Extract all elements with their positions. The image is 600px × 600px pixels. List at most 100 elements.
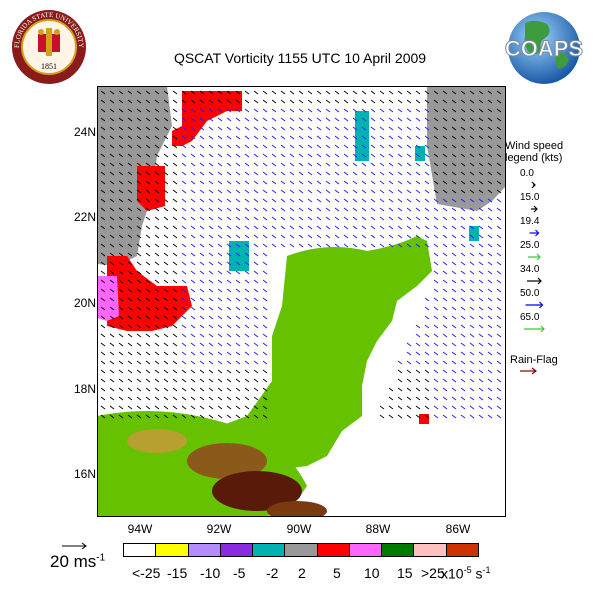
wind-vector	[280, 117, 286, 122]
wind-vector	[127, 405, 133, 410]
wind-vector	[127, 99, 133, 104]
wind-vector	[172, 279, 178, 284]
colorbar-label: 2	[298, 565, 306, 581]
wind-vector	[199, 315, 205, 320]
wind-vector	[208, 405, 214, 410]
wind-vector	[424, 396, 430, 401]
wind-vector	[136, 216, 142, 221]
wind-vector	[181, 189, 187, 194]
wind-vector	[145, 342, 151, 347]
wind-vector	[244, 387, 250, 392]
wind-vector	[343, 243, 349, 248]
wind-vector	[280, 243, 286, 248]
wind-vector	[190, 90, 196, 95]
wind-vector	[190, 234, 196, 239]
wind-vector	[451, 90, 457, 95]
wind-vector	[226, 396, 232, 401]
wind-vector	[244, 225, 250, 230]
wind-vector	[478, 252, 484, 257]
wind-vector	[253, 315, 259, 320]
wind-vector	[406, 351, 412, 356]
wind-vector	[415, 198, 421, 203]
wind-vector	[496, 378, 502, 383]
wind-vector	[271, 180, 277, 185]
wind-vector	[163, 279, 169, 284]
wind-vector	[244, 180, 250, 185]
wind-vector	[262, 153, 268, 158]
wind-vector	[253, 216, 259, 221]
wind-vector	[100, 198, 106, 203]
wind-vector	[388, 189, 394, 194]
wind-vector	[487, 252, 493, 257]
wind-vector	[415, 90, 421, 95]
wind-vector	[271, 243, 277, 248]
wind-vector	[361, 162, 367, 167]
wind-vector	[136, 378, 142, 383]
wind-vector	[451, 207, 457, 212]
wind-vector	[379, 414, 385, 419]
wind-vector	[199, 144, 205, 149]
wind-vector	[118, 360, 124, 365]
wind-vector	[271, 117, 277, 122]
wind-vector	[172, 216, 178, 221]
wind-vector	[442, 414, 448, 419]
wind-vector	[181, 396, 187, 401]
wind-vector	[118, 90, 124, 95]
wind-vector	[406, 162, 412, 167]
wind-vector	[406, 387, 412, 392]
wind-vector	[496, 360, 502, 365]
wind-vector	[226, 189, 232, 194]
wind-vector	[217, 198, 223, 203]
wind-vector	[442, 252, 448, 257]
wind-vector	[424, 117, 430, 122]
wind-vector	[334, 135, 340, 140]
wind-vector	[487, 207, 493, 212]
wind-vector	[163, 396, 169, 401]
wind-arrow-icon	[528, 253, 541, 261]
wind-vector	[145, 297, 151, 302]
wind-vector	[217, 162, 223, 167]
wind-vector	[442, 225, 448, 230]
wind-vector	[289, 243, 295, 248]
wind-vector	[253, 369, 259, 374]
wind-vector	[415, 126, 421, 131]
wind-vector	[496, 117, 502, 122]
scale-exp-text: -1	[96, 552, 106, 564]
wind-vector	[352, 162, 358, 167]
wind-vector	[235, 198, 241, 203]
wind-vector	[325, 216, 331, 221]
wind-vector	[181, 333, 187, 338]
wind-vector	[226, 234, 232, 239]
wind-vector	[181, 180, 187, 185]
wind-vector	[100, 261, 106, 266]
wind-vector	[100, 351, 106, 356]
colorbar-label: 5	[333, 565, 341, 581]
wind-vector	[109, 198, 115, 203]
wind-vector	[424, 90, 430, 95]
wind-vector	[208, 351, 214, 356]
wind-vector	[370, 108, 376, 113]
wind-vector	[487, 108, 493, 113]
wind-vector	[208, 171, 214, 176]
wind-vector	[253, 108, 259, 113]
wind-vector	[262, 108, 268, 113]
wind-vector	[460, 153, 466, 158]
wind-vector	[217, 225, 223, 230]
wind-vector	[100, 315, 106, 320]
wind-legend-row: 65.0	[520, 312, 580, 336]
wind-vector	[496, 351, 502, 356]
wind-vector	[253, 261, 259, 266]
wind-vector	[181, 117, 187, 122]
wind-vector	[298, 117, 304, 122]
wind-vector	[379, 207, 385, 212]
wind-vector	[469, 333, 475, 338]
wind-legend-title: Wind speed legend (kts)	[505, 140, 600, 164]
wind-vector	[487, 162, 493, 167]
wind-vector	[433, 144, 439, 149]
wind-vector	[307, 90, 313, 95]
lat-label-22n: 22N	[73, 210, 96, 224]
wind-vector	[109, 144, 115, 149]
wind-vector	[199, 90, 205, 95]
wind-vector	[217, 414, 223, 419]
wind-vector	[145, 405, 151, 410]
